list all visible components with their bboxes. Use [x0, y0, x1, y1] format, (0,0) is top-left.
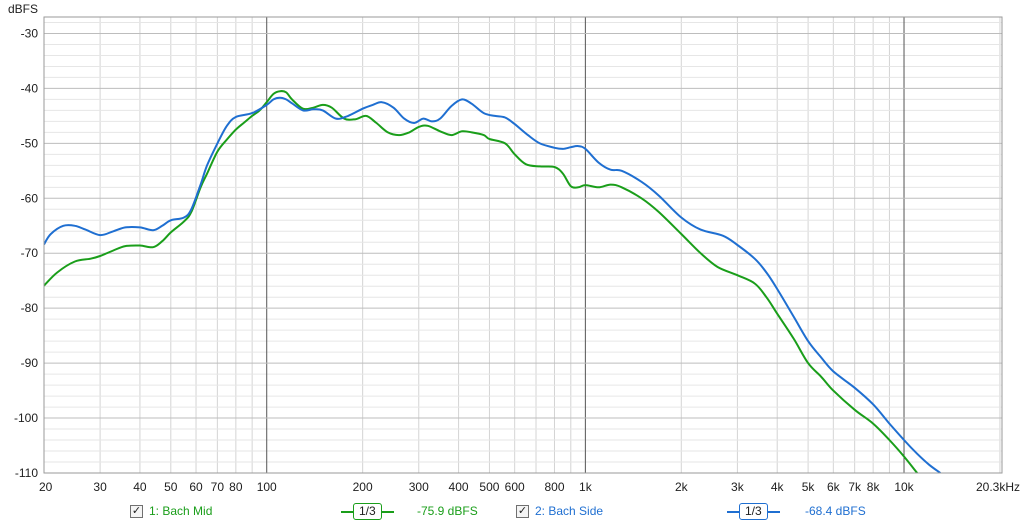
bach-mid-label: 1: Bach Mid [149, 504, 213, 518]
bach-mid-level: -75.9 dBFS [417, 504, 478, 518]
legend: ✓ 1: Bach Mid 1/3 -75.9 dBFS ✓ 2: Bach S… [0, 500, 1024, 527]
series-line-bach-side [44, 96, 941, 473]
x-tick-label: 6k [827, 480, 841, 494]
y-tick-label: -30 [21, 26, 39, 40]
x-tick-label: 800 [544, 480, 564, 494]
x-tick-label: 4k [771, 480, 785, 494]
major-gridlines [44, 17, 1002, 474]
x-tick-label: 3k [731, 480, 745, 494]
x-tick-label: 600 [505, 480, 525, 494]
x-tick-label: 200 [353, 480, 373, 494]
legend-item-bach-side[interactable]: ✓ 2: Bach Side [516, 504, 603, 518]
legend-item-bach-mid[interactable]: ✓ 1: Bach Mid [130, 504, 212, 518]
bach-side-smoothing-label[interactable]: 1/3 [739, 503, 768, 520]
x-tick-label: 1k [579, 480, 593, 494]
y-tick-label: -70 [21, 246, 39, 260]
x-tick-label: 5k [802, 480, 816, 494]
y-tick-label: -50 [21, 136, 39, 150]
x-tick-label: 100 [257, 480, 277, 494]
bach-mid-smoothing-label[interactable]: 1/3 [353, 503, 382, 520]
x-tick-label: 20.3kHz [976, 480, 1020, 494]
minor-gridlines [43, 17, 1002, 473]
x-tick-label: 2k [675, 480, 689, 494]
x-tick-label: 300 [409, 480, 429, 494]
bach-side-level: -68.4 dBFS [805, 504, 866, 518]
y-tick-label: -100 [14, 411, 38, 425]
x-tick-label: 500 [479, 480, 499, 494]
x-tick-label: 60 [189, 480, 203, 494]
x-tick-labels: 20 30 40 50 60 70 80 100 200 300 400 500 600 800 1k 2k 3… [39, 480, 1020, 494]
y-tick-label: -60 [21, 191, 39, 205]
x-tick-label: 400 [449, 480, 469, 494]
x-tick-label: 50 [164, 480, 178, 494]
bach-side-smoothing[interactable]: 1/3 [727, 503, 780, 520]
y-tick-labels: -30 -40 -50 -60 -70 -80 -90 -100 -110 [14, 26, 38, 480]
y-tick-label: -110 [15, 466, 38, 480]
y-tick-label: -90 [21, 356, 39, 370]
x-tick-label: 70 [211, 480, 225, 494]
x-tick-label: 80 [229, 480, 243, 494]
x-tick-label: 7k [848, 480, 862, 494]
y-tick-label: -40 [21, 81, 39, 95]
bach-side-checkbox[interactable]: ✓ [516, 504, 529, 518]
series-lines [44, 90, 941, 473]
plot-frame [43, 16, 1003, 474]
x-tick-label: 40 [133, 480, 147, 494]
y-axis-title: dBFS [8, 2, 38, 16]
bach-mid-checkbox[interactable]: ✓ [130, 504, 143, 518]
x-tick-label: 30 [93, 480, 107, 494]
bach-mid-smoothing[interactable]: 1/3 [341, 503, 394, 520]
x-tick-label: 10k [894, 480, 914, 494]
x-tick-label: 8k [867, 480, 881, 494]
frequency-response-chart: dBFS -30 -40 -50 -60 -70 -80 -90 -100 -110 20 30 4… [8, 2, 1020, 494]
y-tick-label: -80 [21, 301, 39, 315]
x-tick-label: 20 [39, 480, 53, 494]
series-line-bach-mid [44, 90, 918, 473]
bach-side-label: 2: Bach Side [535, 504, 604, 518]
